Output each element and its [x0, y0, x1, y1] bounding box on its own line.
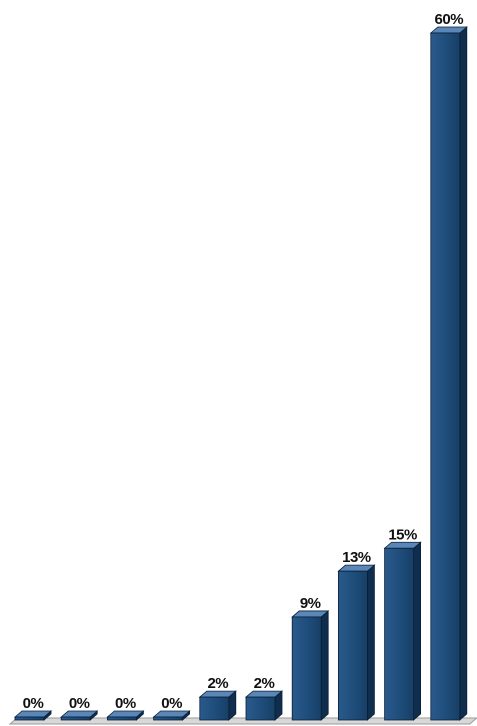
bar-4 — [152, 710, 191, 721]
bar-2 — [60, 710, 99, 721]
data-label-6: 2% — [254, 675, 275, 692]
bar-7 — [291, 610, 330, 721]
bar-front-face — [291, 616, 322, 721]
bar-side-face — [459, 26, 468, 721]
bars-group — [13, 26, 468, 721]
data-label-2: 0% — [69, 695, 90, 712]
data-label-10: 60% — [435, 11, 464, 28]
bar-10 — [429, 26, 468, 721]
bar-8 — [337, 564, 376, 721]
bar-side-face — [366, 564, 375, 721]
bar-9 — [383, 541, 422, 721]
bar-side-face — [320, 610, 329, 721]
bar-6 — [244, 690, 284, 721]
data-label-3: 0% — [115, 695, 136, 712]
bar-front-face — [337, 570, 368, 721]
bar-front-face — [430, 32, 461, 721]
data-label-5: 2% — [207, 675, 228, 692]
bar-front-face — [14, 716, 45, 721]
data-label-8: 13% — [342, 549, 371, 566]
data-label-1: 0% — [23, 695, 44, 712]
bar-front-face — [107, 716, 137, 721]
bar-front-face — [199, 696, 230, 721]
data-label-4: 0% — [161, 695, 182, 712]
data-label-7: 9% — [300, 595, 321, 612]
bar-front-face — [60, 716, 91, 721]
bar-3 — [106, 710, 145, 721]
bar-front-face — [245, 696, 276, 721]
data-label-9: 15% — [388, 526, 417, 543]
bar-1 — [13, 710, 53, 721]
data-labels-group: 0% 0% 0% 0% 2% 2% 9% 13% 15% 60% — [23, 11, 464, 712]
bar-front-face — [384, 547, 415, 721]
bar-front-face — [153, 716, 184, 721]
bar-side-face — [413, 541, 422, 721]
bar-5 — [198, 690, 237, 721]
